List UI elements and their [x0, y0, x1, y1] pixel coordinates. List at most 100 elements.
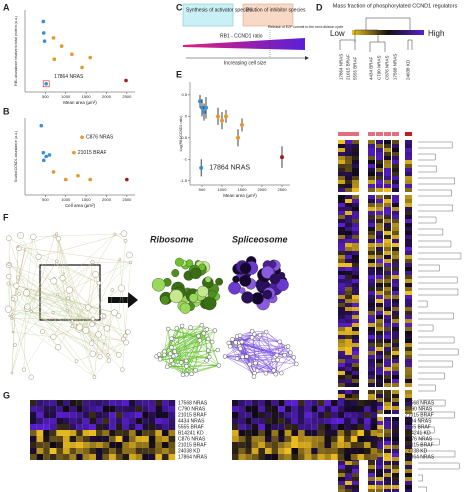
heat-cell [368, 299, 375, 303]
edge [173, 329, 207, 364]
heat-cell [135, 454, 143, 460]
heat-cell [392, 410, 399, 414]
heat-cell [115, 448, 123, 454]
heat-cell [376, 295, 383, 299]
heat-cell [345, 243, 352, 247]
heat-cell [405, 295, 412, 299]
heat-cell [368, 291, 375, 295]
heat-cell [69, 436, 77, 442]
node [92, 375, 97, 379]
dendrogram [418, 300, 428, 308]
heat-cell [384, 457, 391, 461]
heat-cell [338, 347, 345, 351]
heat-cell [135, 418, 143, 424]
node [196, 333, 201, 339]
heat-cell [405, 335, 412, 339]
heat-cell [357, 412, 364, 418]
column-label: 17864 NRAS [339, 54, 344, 80]
heat-cell [345, 259, 352, 263]
heat-cell [345, 481, 352, 485]
node [216, 363, 222, 368]
heat-cell [350, 448, 358, 454]
heat-cell [384, 433, 391, 437]
heat-cell [368, 235, 375, 239]
heat-cell [232, 448, 239, 454]
cluster-node [276, 278, 289, 292]
heat-cell [405, 406, 412, 410]
node [116, 313, 122, 319]
heat-cell [345, 176, 352, 180]
heat-cell [109, 442, 116, 448]
heat-cell [49, 400, 57, 406]
heat-cell [376, 390, 383, 394]
column-label: C790 NRAS [377, 55, 382, 80]
heat-cell [368, 367, 375, 371]
heat-cell [338, 275, 345, 279]
heat-cell [405, 485, 412, 489]
heat-cell [384, 355, 391, 359]
heat-cell [352, 477, 359, 481]
heat-cell [384, 247, 391, 251]
heat-cell [345, 383, 352, 387]
column-bar [384, 132, 391, 136]
node [82, 326, 90, 334]
node [106, 353, 110, 357]
heat-cell [405, 168, 412, 172]
heat-cell [392, 383, 399, 387]
heat-cell [405, 164, 412, 168]
heat-cell [376, 402, 383, 406]
heat-cell [352, 144, 359, 148]
node [10, 317, 13, 320]
node [12, 331, 15, 334]
heat-cell [162, 400, 169, 406]
edge [237, 358, 256, 364]
heat-cell [338, 319, 345, 323]
edge [18, 246, 131, 263]
heat-cell [376, 303, 383, 307]
node [10, 371, 14, 375]
edge [240, 331, 253, 349]
heat-cell [392, 283, 399, 287]
row-label: 21015 BRAF [405, 442, 434, 448]
column-bar [368, 132, 375, 136]
heat-cell [357, 400, 364, 406]
heat-cell [345, 287, 352, 291]
heat-cell [384, 251, 391, 255]
heat-cell [370, 448, 378, 454]
heat-cell [405, 180, 412, 184]
node [128, 260, 133, 265]
heat-cell [56, 430, 63, 436]
heat-cell [392, 469, 399, 473]
heat-cell [357, 424, 364, 430]
heat-cell [278, 442, 285, 448]
heat-cell [245, 424, 252, 430]
node [230, 337, 235, 342]
heat-cell [115, 412, 123, 418]
point [70, 52, 74, 57]
heat-cell [96, 400, 103, 406]
edge [23, 289, 27, 370]
heat-cell [76, 424, 83, 430]
node [40, 329, 45, 335]
heat-cell [148, 412, 156, 418]
heat-cell [376, 144, 383, 148]
heat-cell [345, 211, 352, 215]
heat-cell [49, 448, 57, 454]
node [212, 328, 218, 333]
heat-cell [392, 148, 399, 152]
heat-cell [384, 473, 391, 477]
heat-cell [155, 412, 162, 418]
heat-cell [162, 418, 169, 424]
heat-cell [162, 436, 169, 442]
heat-cell [392, 203, 399, 207]
heat-cell [115, 436, 123, 442]
heat-cell [370, 400, 378, 406]
heat-cell [291, 424, 298, 430]
heat-cell [384, 379, 391, 383]
point [216, 114, 220, 119]
heat-cell [109, 430, 116, 436]
heat-cell [392, 421, 399, 425]
heat-cell [338, 379, 345, 383]
heat-cell [384, 359, 391, 363]
heat-cell [352, 227, 359, 231]
